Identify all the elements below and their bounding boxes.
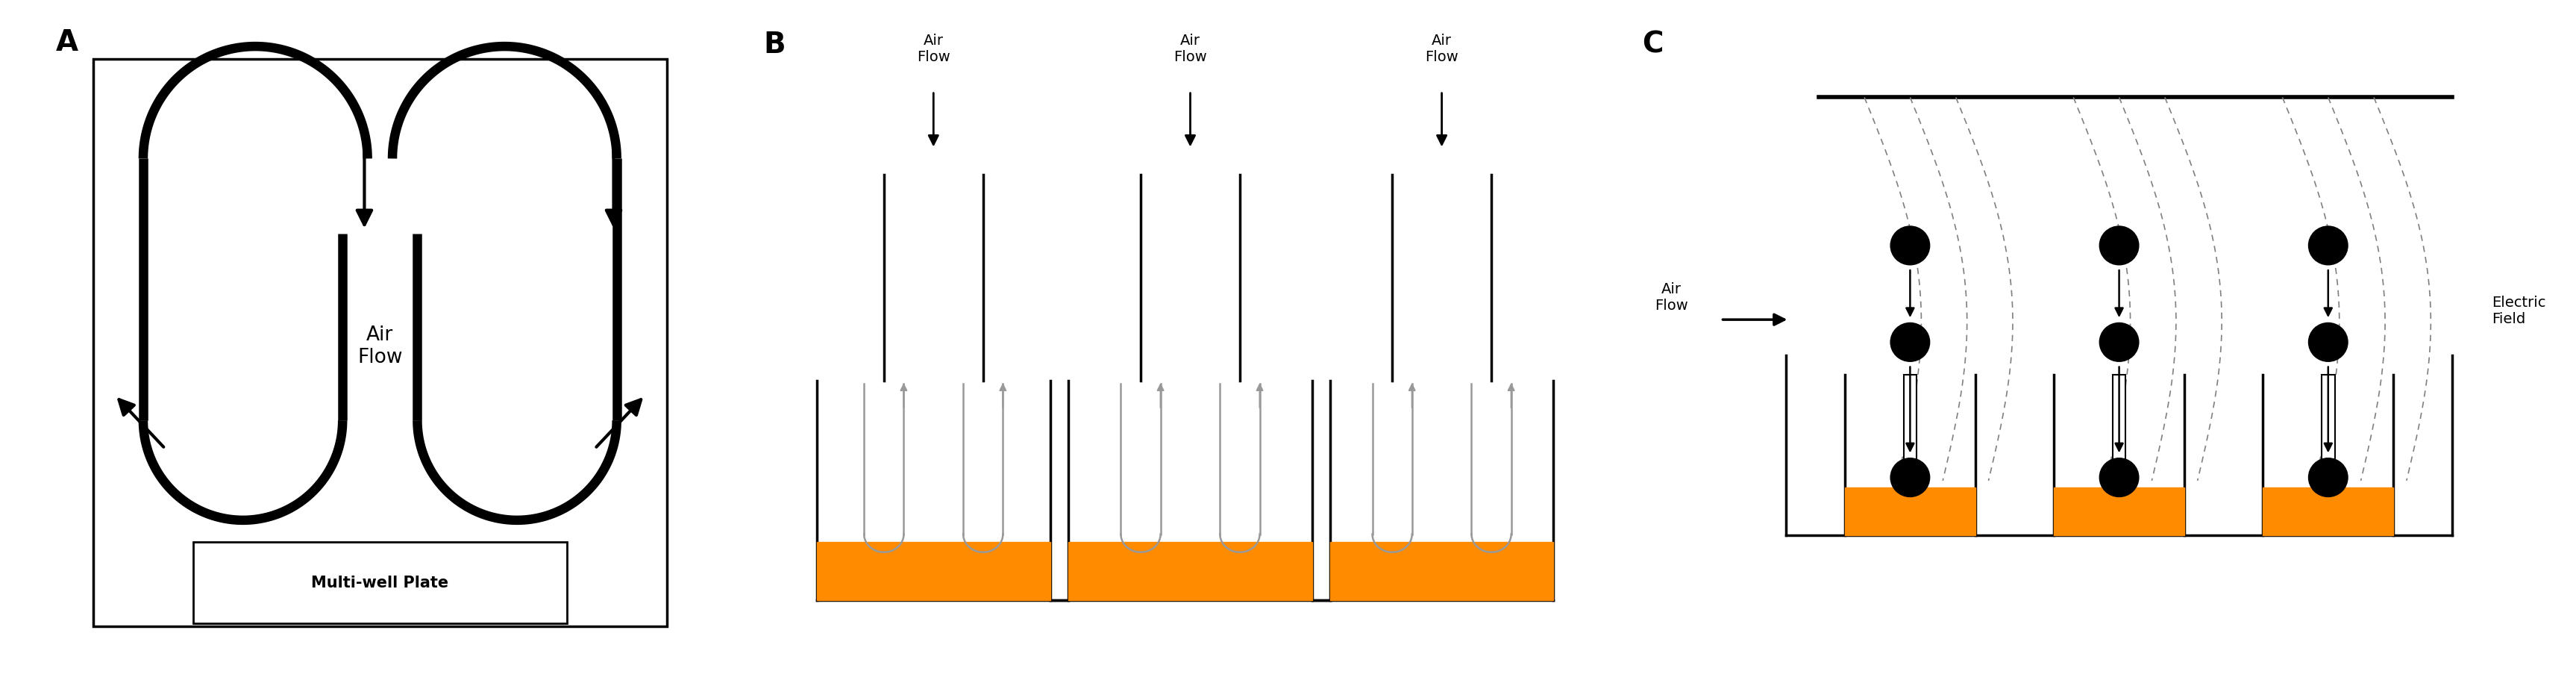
Text: Air
Flow: Air Flow bbox=[1425, 34, 1458, 64]
Bar bbox=[2112, 374, 2125, 487]
Circle shape bbox=[1891, 458, 1929, 497]
Circle shape bbox=[2099, 458, 2138, 497]
Text: Multi-well Plate: Multi-well Plate bbox=[312, 575, 448, 590]
Text: B: B bbox=[762, 30, 786, 59]
Circle shape bbox=[2308, 323, 2347, 362]
Text: Electric
Field: Electric Field bbox=[2491, 295, 2545, 326]
Circle shape bbox=[2099, 227, 2138, 265]
Circle shape bbox=[2308, 458, 2347, 497]
Text: Air
Flow: Air Flow bbox=[1654, 282, 1687, 313]
Bar bbox=[817, 542, 1051, 600]
Text: C: C bbox=[1643, 30, 1664, 59]
Text: Air
Flow: Air Flow bbox=[1175, 34, 1208, 64]
Text: Air
Flow: Air Flow bbox=[358, 325, 402, 367]
Text: Air
Flow: Air Flow bbox=[917, 34, 951, 64]
Bar bbox=[193, 543, 567, 623]
Circle shape bbox=[2099, 323, 2138, 362]
Bar bbox=[2321, 374, 2334, 487]
Bar bbox=[1069, 542, 1311, 600]
Text: A: A bbox=[57, 28, 77, 57]
Bar bbox=[1904, 374, 1917, 487]
Bar bbox=[2262, 487, 2393, 536]
Circle shape bbox=[1891, 323, 1929, 362]
Circle shape bbox=[2308, 227, 2347, 265]
Bar bbox=[1329, 542, 1553, 600]
Bar bbox=[1844, 487, 1976, 536]
Circle shape bbox=[1891, 227, 1929, 265]
Bar bbox=[2053, 487, 2184, 536]
